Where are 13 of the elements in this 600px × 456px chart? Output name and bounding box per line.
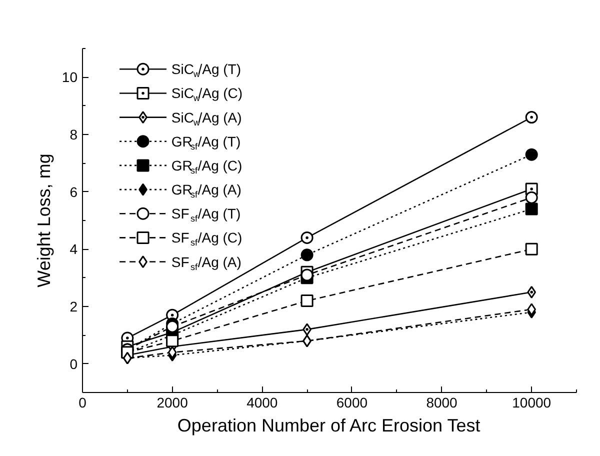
- x-tick-label: 4000: [246, 394, 278, 410]
- y-tick-label: 0: [70, 356, 78, 372]
- x-tick-label: 8000: [426, 394, 458, 410]
- y-tick-label: 10: [62, 69, 78, 86]
- y-tick-label: 4: [70, 241, 78, 258]
- x-axis-title: Operation Number of Arc Erosion Test: [177, 416, 480, 436]
- y-axis-title: Weight Loss, mg: [34, 154, 54, 288]
- x-tick-label: 2000: [156, 394, 188, 410]
- y-tick-label: 6: [70, 184, 78, 200]
- x-tick-label: 6000: [336, 394, 368, 410]
- y-tick-label: 2: [70, 298, 78, 314]
- y-tick-label: 8: [70, 126, 78, 142]
- x-tick-label: 10000: [512, 394, 552, 410]
